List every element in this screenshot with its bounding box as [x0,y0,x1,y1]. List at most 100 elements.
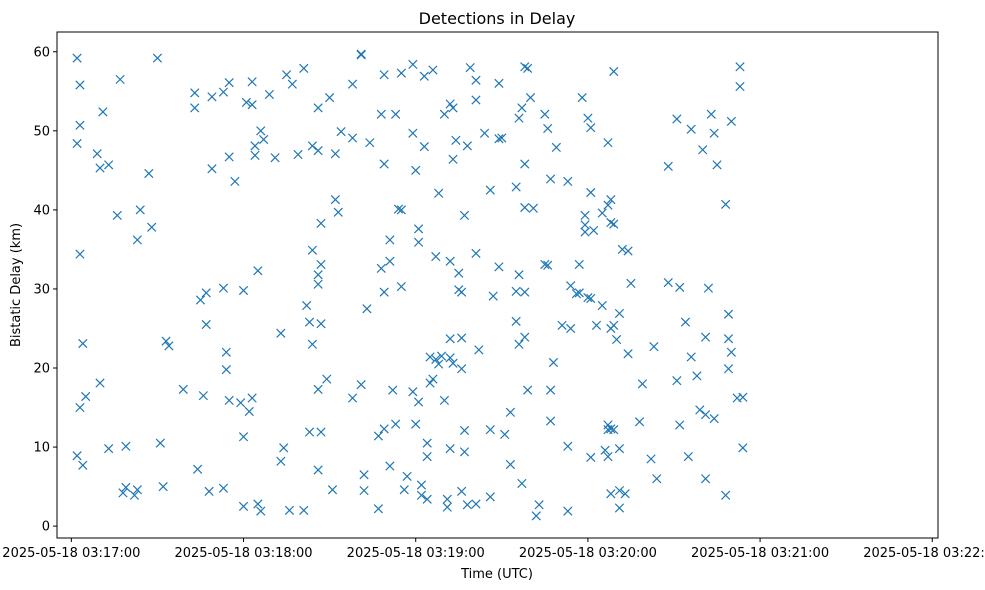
data-point-stroke [95,163,105,173]
data-point [609,320,619,330]
data-point [75,402,85,413]
data-point-stroke [474,345,484,355]
data-point-stroke [356,49,366,59]
data-point [72,138,82,149]
x-tick-label: 2025-05-18 03:18:00 [174,546,312,561]
data-point-stroke [190,103,200,113]
data-point-stroke [551,142,561,153]
data-point [276,328,286,338]
y-tick-label: 20 [33,362,50,377]
data-point-stroke [192,464,203,474]
data-point-stroke [356,379,366,390]
data-point-stroke [362,304,372,314]
data-point-stroke [523,385,533,395]
data-point [411,419,421,429]
data-point [548,357,559,368]
data-point-stroke [540,109,550,119]
data-point-stroke [488,291,498,301]
data-point-stroke [703,283,714,293]
data-point [457,364,467,374]
data-point [514,339,524,349]
data-point [379,287,389,297]
x-tick-label: 2025-05-18 03:20:00 [519,546,657,561]
data-point-stroke [485,492,495,502]
data-point-stroke [247,100,257,110]
data-point [431,354,441,364]
data-point [316,319,326,329]
data-point-stroke [316,218,326,228]
data-point [577,92,587,103]
data-point [514,113,524,123]
data-point-stroke [577,92,587,103]
plot-area [72,49,748,521]
data-point-stroke [457,364,467,374]
data-point [75,249,85,259]
data-point [313,279,323,289]
data-point-stroke [445,444,455,454]
data-point-stroke [81,391,91,402]
data-point [700,474,711,484]
data-point [359,470,369,480]
data-point-stroke [256,506,266,516]
data-point-stroke [391,109,401,119]
data-point-stroke [121,441,131,451]
data-point [115,74,125,85]
data-point-stroke [571,289,582,299]
data-point-stroke [445,99,455,109]
data-point [485,492,495,502]
data-point-stroke [457,486,467,496]
data-point [287,79,297,89]
data-point-stroke [580,210,590,221]
data-point-stroke [543,123,553,134]
data-point-stroke [75,80,85,90]
x-tick-label: 2025-05-18 03:17:00 [2,546,140,561]
data-point [247,393,257,403]
data-point-stroke [313,279,323,289]
x-tick-label: 2025-05-18 03:21:00 [691,546,829,561]
data-point [545,385,556,395]
data-point-stroke [425,378,435,388]
data-point [152,53,163,63]
data-point [391,419,401,429]
data-point [201,319,211,330]
data-point-stroke [726,116,737,126]
data-point [511,286,521,296]
data-point-stroke [413,237,424,247]
data-point-stroke [686,124,696,134]
data-point [258,134,269,145]
data-point-stroke [236,398,246,408]
data-point [299,505,309,515]
data-point [78,338,88,349]
data-point [78,460,88,470]
data-point [322,374,332,384]
data-point [603,138,613,148]
data-point-stroke [307,339,318,349]
data-point-stroke [247,77,257,87]
data-point-stroke [307,141,318,151]
data-point [304,427,315,437]
data-point [347,79,358,89]
data-point-stroke [347,393,358,403]
data-point [523,385,533,395]
data-point-stroke [195,295,206,305]
data-point [520,287,530,297]
data-point [379,159,389,169]
data-point [132,235,142,245]
data-point-stroke [95,378,105,388]
data-point [445,99,455,109]
data-point [709,413,719,424]
data-point [379,70,389,80]
data-point [428,374,438,384]
data-point [425,378,435,388]
data-point-stroke [700,474,711,484]
data-point [614,308,625,319]
data-point-stroke [479,128,490,138]
data-point [425,352,435,362]
data-point [158,481,168,492]
y-tick-label: 10 [33,441,50,456]
data-point-stroke [201,288,211,298]
data-point [459,447,470,457]
data-point-stroke [250,141,260,151]
data-point [525,92,536,103]
data-point-stroke [528,203,538,213]
